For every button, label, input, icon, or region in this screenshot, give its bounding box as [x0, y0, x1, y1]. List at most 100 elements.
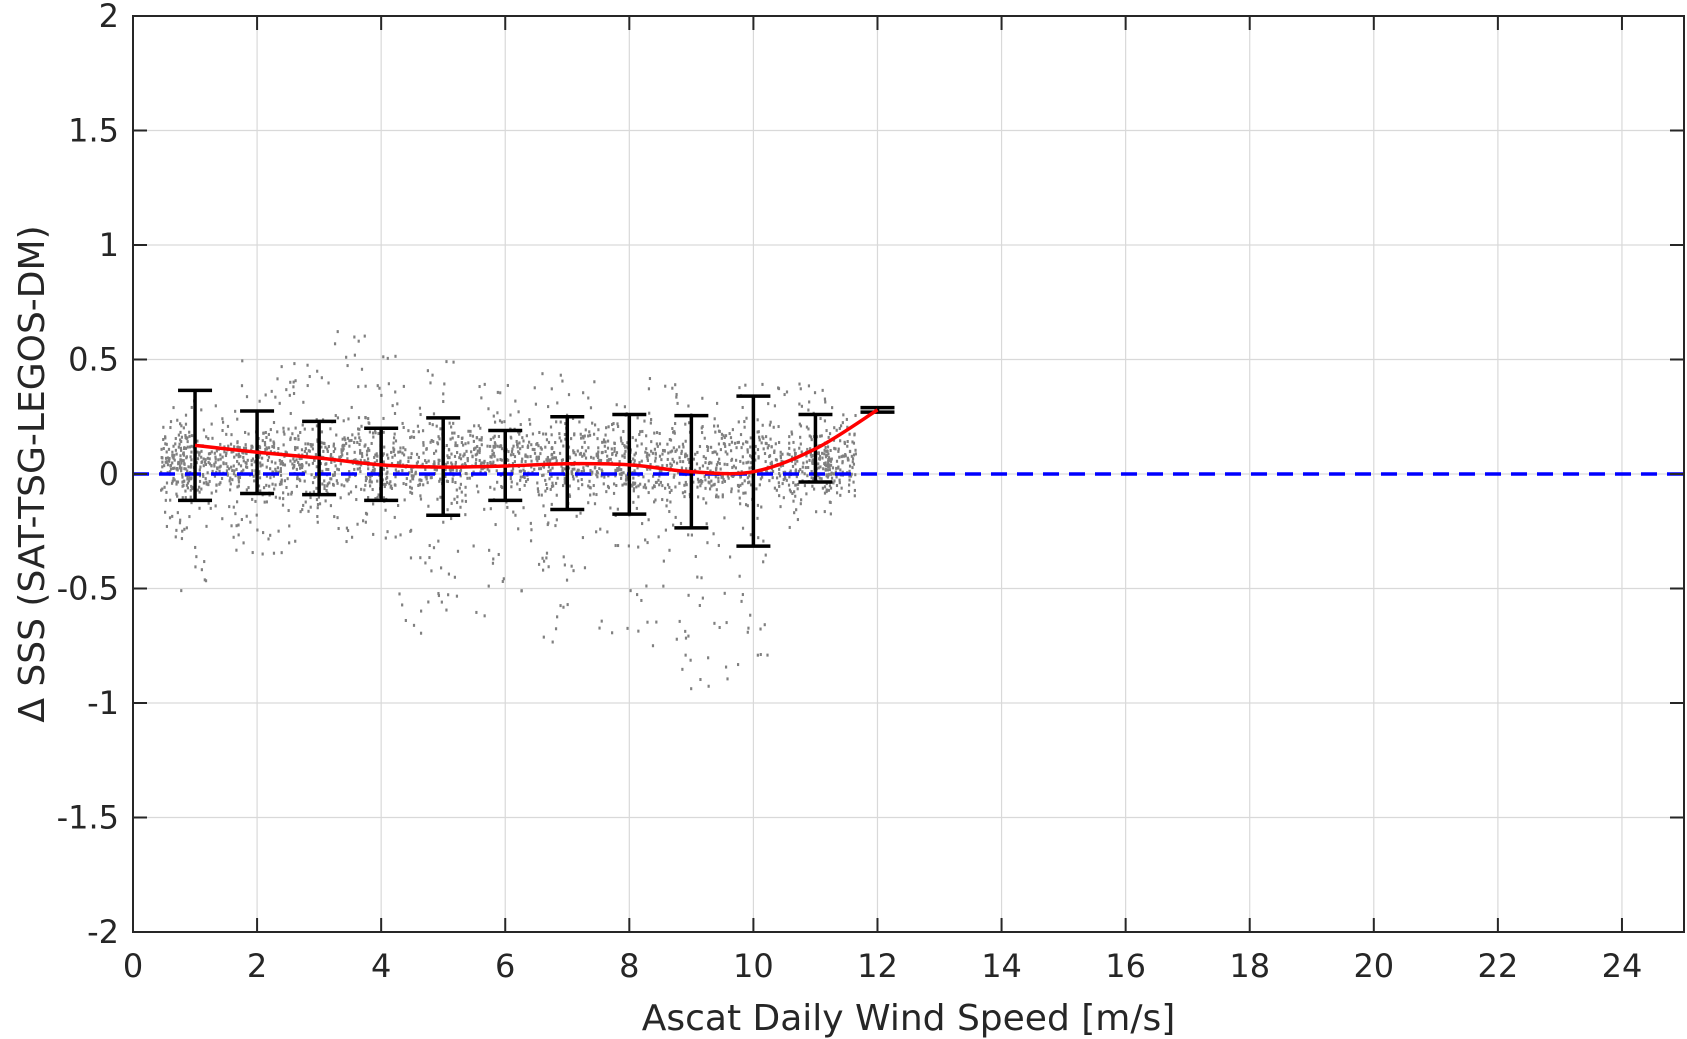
scatter-point — [314, 474, 318, 478]
scatter-point — [560, 458, 564, 462]
scatter-point — [309, 442, 312, 446]
scatter-point — [518, 469, 521, 473]
scatter-point — [425, 461, 428, 465]
scatter-point — [292, 385, 295, 389]
scatter-point — [235, 524, 238, 528]
scatter-point — [464, 513, 467, 517]
scatter-point — [315, 465, 318, 469]
scatter-point — [651, 474, 655, 478]
scatter-point — [350, 535, 354, 539]
scatter-point — [184, 435, 187, 439]
scatter-point — [399, 446, 402, 450]
scatter-point — [341, 437, 344, 441]
scatter-point — [726, 452, 729, 456]
scatter-point — [297, 437, 300, 441]
scatter-point — [559, 420, 562, 424]
scatter-point — [295, 467, 298, 471]
scatter-point — [277, 470, 280, 474]
scatter-point — [210, 450, 213, 454]
scatter-point — [396, 402, 399, 406]
scatter-point — [315, 486, 318, 490]
scatter-point — [341, 449, 344, 453]
scatter-point — [184, 422, 188, 426]
scatter-point — [655, 431, 659, 435]
scatter-point — [521, 457, 524, 461]
scatter-point — [661, 452, 664, 456]
scatter-point — [833, 426, 836, 430]
scatter-point — [766, 446, 769, 450]
scatter-point — [219, 453, 222, 457]
scatter-point — [611, 423, 614, 427]
scatter-point — [167, 447, 171, 451]
scatter-point — [210, 464, 213, 468]
scatter-point — [346, 364, 349, 368]
scatter-point — [596, 475, 599, 479]
scatter-point — [164, 436, 167, 440]
scatter-point — [410, 474, 413, 478]
scatter-point — [854, 473, 857, 477]
scatter-point — [295, 484, 299, 488]
scatter-point — [701, 464, 705, 468]
scatter-point — [525, 434, 528, 438]
scatter-point — [748, 474, 751, 478]
scatter-point — [272, 551, 276, 555]
scatter-point — [316, 520, 319, 524]
scatter-point — [587, 396, 590, 400]
scatter-point — [259, 461, 262, 465]
scatter-point — [186, 436, 189, 440]
y-tick-label: -1.5 — [57, 799, 119, 837]
scatter-point — [831, 466, 835, 470]
scatter-point — [175, 482, 178, 486]
scatter-point — [838, 455, 841, 459]
scatter-point — [356, 440, 359, 444]
scatter-point — [345, 355, 348, 359]
scatter-point — [600, 619, 603, 623]
scatter-point — [531, 447, 534, 451]
scatter-point — [832, 481, 835, 485]
scatter-point — [500, 420, 503, 424]
scatter-point — [835, 475, 838, 479]
scatter-point — [762, 539, 765, 543]
scatter-point — [698, 466, 701, 470]
scatter-point — [572, 449, 575, 453]
scatter-point — [519, 423, 522, 427]
scatter-point — [475, 484, 479, 488]
scatter-point — [717, 476, 720, 480]
scatter-point — [546, 486, 549, 490]
scatter-point — [749, 445, 752, 449]
scatter-point — [361, 455, 364, 459]
scatter-point — [672, 475, 675, 479]
scatter-point — [185, 526, 188, 530]
scatter-point — [793, 448, 796, 452]
scatter-point — [295, 458, 298, 462]
scatter-point — [809, 447, 812, 451]
scatter-point — [837, 449, 840, 453]
scatter-point — [207, 437, 210, 441]
scatter-point — [417, 430, 420, 434]
scatter-point — [613, 449, 616, 453]
scatter-point — [840, 455, 843, 459]
scatter-point — [386, 356, 389, 360]
scatter-point — [542, 465, 546, 469]
scatter-point — [597, 446, 600, 450]
scatter-point — [347, 492, 350, 496]
scatter-point — [520, 460, 523, 464]
scatter-point — [182, 459, 185, 463]
scatter-point — [476, 445, 479, 449]
scatter-point — [610, 447, 613, 451]
scatter-point — [202, 474, 205, 478]
scatter-point — [215, 483, 218, 487]
scatter-point — [289, 438, 292, 442]
scatter-point — [383, 485, 386, 489]
scatter-point — [582, 469, 586, 473]
scatter-point — [600, 468, 603, 472]
scatter-point — [355, 498, 358, 502]
scatter-point — [839, 424, 843, 428]
scatter-point — [459, 468, 463, 472]
scatter-point — [541, 568, 545, 572]
scatter-point — [407, 459, 410, 463]
scatter-point — [410, 452, 413, 456]
scatter-point — [180, 469, 183, 473]
scatter-point — [210, 491, 213, 495]
scatter-point — [162, 425, 165, 429]
